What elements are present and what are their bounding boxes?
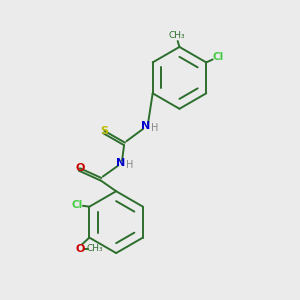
Text: N: N <box>116 158 125 168</box>
Text: Cl: Cl <box>213 52 224 62</box>
Text: CH₃: CH₃ <box>86 244 103 253</box>
Text: O: O <box>75 163 85 173</box>
Text: N: N <box>141 122 150 131</box>
Text: O: O <box>75 244 85 254</box>
Text: H: H <box>126 160 133 170</box>
Text: H: H <box>151 123 158 133</box>
Text: Cl: Cl <box>71 200 82 210</box>
Text: S: S <box>100 126 108 136</box>
Text: CH₃: CH₃ <box>169 31 185 40</box>
